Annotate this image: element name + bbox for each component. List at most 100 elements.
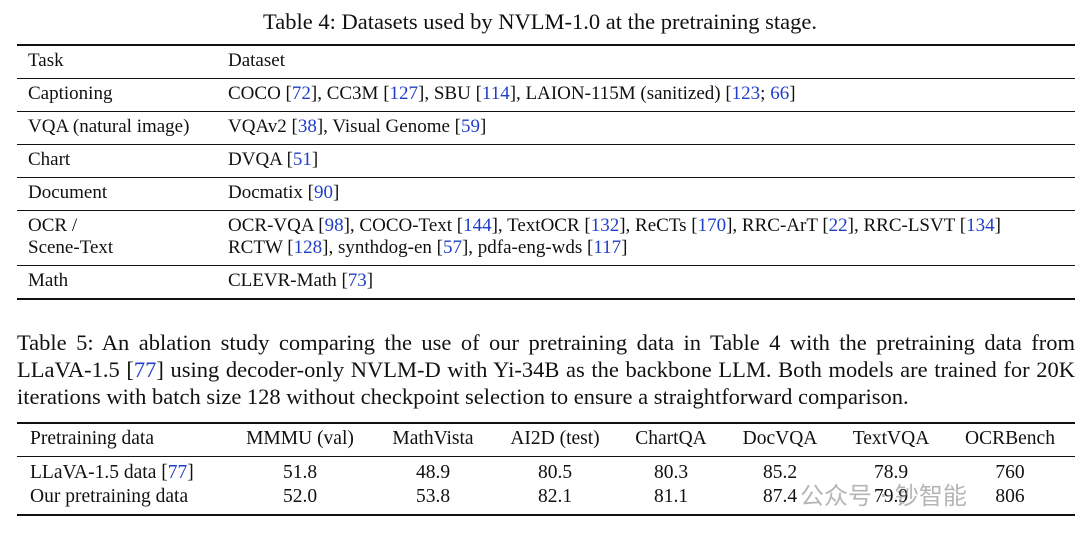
rule (17, 456, 1075, 457)
text: ], CC3M [ (310, 83, 390, 104)
rule (17, 422, 1075, 424)
citation: 72 (291, 83, 311, 104)
value-cell: 806 (995, 486, 1025, 507)
rule (17, 298, 1075, 300)
text: ] (994, 215, 1001, 236)
header-cell: AI2D (test) (510, 428, 600, 449)
text: ], RRC-LSVT [ (847, 215, 967, 236)
text: ] using decoder-only NVLM-D with Yi-34B … (17, 357, 1076, 409)
text: VQAv2 [ (228, 116, 298, 137)
watermark: 公众号 · 钞智能 (800, 482, 967, 510)
text: ], SBU [ (418, 83, 482, 104)
text: CLEVR-Math [ (228, 270, 348, 291)
citation: 170 (697, 215, 727, 236)
task-cell: Math (28, 270, 69, 291)
citation: 38 (297, 116, 317, 137)
task-cell: Scene-Text (28, 237, 114, 258)
header-cell: DocVQA (742, 428, 818, 449)
text: ], pdfa-eng-wds [ (461, 237, 594, 258)
text: COCO [ (228, 83, 292, 104)
value-cell: 52.0 (282, 486, 318, 507)
value-cell: 87.4 (762, 486, 798, 507)
citation: 22 (828, 215, 848, 236)
rule (17, 514, 1075, 516)
dataset-cell: OCR-VQA [98], COCO-Text [144], TextOCR [… (228, 215, 1001, 237)
citation: 144 (463, 215, 492, 236)
citation: 127 (389, 83, 419, 104)
table4-caption: Table 4: Datasets used by NVLM-1.0 at th… (0, 9, 1080, 35)
dataset-cell: COCO [72], CC3M [127], SBU [114], LAION-… (228, 83, 796, 105)
caption-text: Datasets used by NVLM-1.0 at the pretrai… (341, 9, 817, 34)
task-cell: Document (28, 182, 108, 203)
citation: 90 (314, 182, 334, 203)
header-cell: Task (28, 50, 64, 71)
header-cell: Pretraining data (30, 428, 154, 449)
citation: 132 (590, 215, 620, 236)
rule (17, 111, 1075, 112)
value-cell: 81.1 (653, 486, 689, 507)
text: ], TextOCR [ (491, 215, 591, 236)
dataset-cell: DVQA [51] (228, 149, 318, 171)
task-cell: VQA (natural image) (28, 116, 190, 137)
row-name: Our pretraining data (30, 486, 188, 508)
value-cell: 51.8 (282, 462, 318, 483)
text: ] (366, 270, 374, 291)
text: LLaVA-1.5 data [ (30, 462, 168, 483)
citation: 98 (324, 215, 344, 236)
text: DVQA [ (228, 149, 293, 170)
rule (17, 144, 1075, 145)
text: ; (760, 83, 771, 104)
task-cell: Captioning (28, 83, 113, 104)
text: ], COCO-Text [ (343, 215, 464, 236)
text: RCTW [ (228, 237, 294, 258)
citation: 57 (442, 237, 462, 258)
citation: 114 (481, 83, 510, 104)
value-cell: 80.5 (537, 462, 573, 483)
value-cell: 82.1 (537, 486, 573, 507)
table-label: Table 4: (263, 9, 336, 34)
text: ] (333, 182, 340, 203)
task-cell: OCR / (28, 215, 78, 236)
citation: 77 (133, 357, 157, 382)
text: Our pretraining data (30, 486, 189, 507)
header-cell: OCRBench (965, 428, 1055, 449)
rule (17, 210, 1075, 211)
citation: 77 (167, 462, 188, 483)
text: ] (311, 149, 319, 170)
rule (17, 265, 1075, 266)
table5-caption: Table 5: An ablation study comparing the… (17, 329, 1075, 410)
task-cell: Chart (28, 149, 71, 170)
row-name: LLaVA-1.5 data [77] (30, 462, 194, 484)
header-cell: TextVQA (852, 428, 930, 449)
text: ], Visual Genome [ (316, 116, 461, 137)
table-label: Table 5: (17, 330, 94, 355)
header-cell: ChartQA (635, 428, 707, 449)
citation: 123 (731, 83, 761, 104)
header-cell: MMMU (val) (246, 428, 354, 449)
value-cell: 79.9 (873, 486, 909, 507)
text: ] (480, 116, 487, 137)
value-cell: 48.9 (415, 462, 451, 483)
value-cell: 85.2 (762, 462, 798, 483)
citation: 117 (593, 237, 622, 258)
text: Docmatix [ (228, 182, 315, 203)
citation: 128 (293, 237, 323, 258)
text: OCR-VQA [ (228, 215, 325, 236)
header-cell: Dataset (228, 50, 285, 71)
text: ], ReCTs [ (619, 215, 698, 236)
header-cell: MathVista (392, 428, 474, 449)
dataset-cell: RCTW [128], synthdog-en [57], pdfa-eng-w… (228, 237, 627, 259)
text: ], LAION-115M (sanitized) [ (509, 83, 732, 104)
value-cell: 760 (995, 462, 1025, 483)
text: ], RRC-ArT [ (726, 215, 829, 236)
text: An ablation study comparing the use of o… (17, 330, 1075, 382)
citation: 73 (347, 270, 367, 291)
rule (17, 44, 1075, 46)
citation: 51 (292, 149, 312, 170)
citation: 134 (966, 215, 995, 236)
dataset-cell: VQAv2 [38], Visual Genome [59] (228, 116, 486, 138)
value-cell: 78.9 (873, 462, 909, 483)
rule (17, 78, 1075, 79)
dataset-cell: CLEVR-Math [73] (228, 270, 373, 292)
